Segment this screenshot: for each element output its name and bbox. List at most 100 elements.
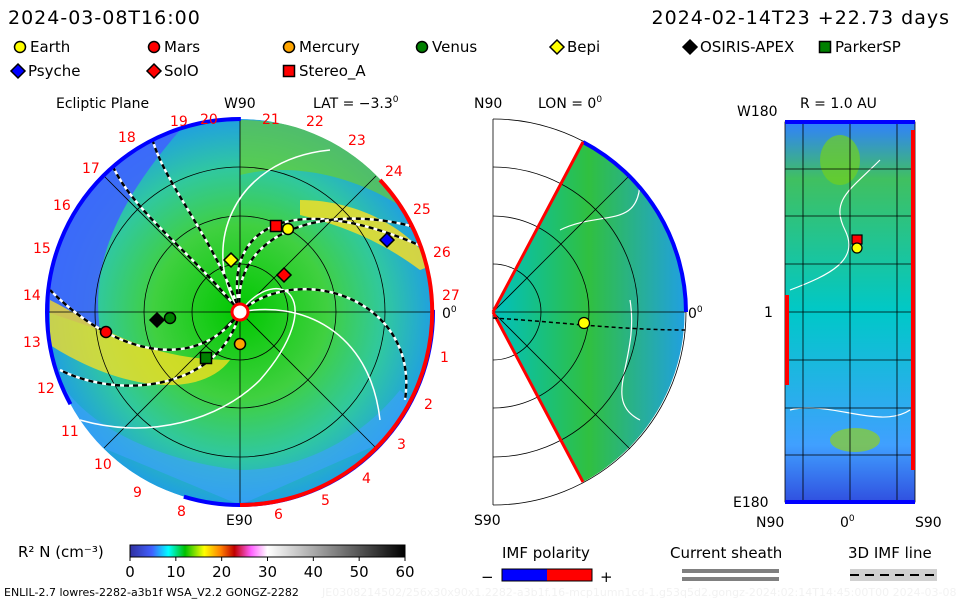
day-labels: 19 20 21 2223242526271234568910111213141516… xyxy=(23,112,460,523)
day-label: 12 xyxy=(37,381,55,397)
legend-item-bepi: Bepi xyxy=(548,38,600,56)
bepi-diamond-icon xyxy=(548,38,566,56)
ecliptic-w90-label: W90 xyxy=(224,96,256,112)
ecliptic-mercury-marker xyxy=(233,337,247,351)
legend-label: OSIRIS-APEX xyxy=(700,38,794,56)
sphere-n90-label: N90 xyxy=(756,515,784,531)
osiris-apex-diamond-icon xyxy=(681,38,699,56)
day-label: 4 xyxy=(362,471,371,487)
mercury-circle-icon xyxy=(282,40,296,54)
legend-label: Venus xyxy=(432,38,477,56)
legend-label: Stereo_A xyxy=(299,62,366,81)
legend-item-mercury: Mercury xyxy=(282,38,360,56)
day-label: 15 xyxy=(33,241,51,257)
sphere-0-label: 00 xyxy=(840,514,855,531)
legend-item-osiris-apex: OSIRIS-APEX xyxy=(681,38,794,56)
ecliptic-0-label: 00 xyxy=(442,305,457,322)
imf-line-title: 3D IMF line xyxy=(848,544,932,562)
legend-label: Psyche xyxy=(28,62,80,80)
day-label: 3 xyxy=(397,437,406,453)
ecliptic-bodies xyxy=(99,219,396,365)
day-label: 22 xyxy=(306,114,324,130)
ecliptic-plane-panel: Ecliptic Plane W90 LAT = −3.30 xyxy=(23,95,460,529)
day-label: 24 xyxy=(385,164,403,180)
day-label: 8 xyxy=(177,504,186,520)
sun-inner-boundary xyxy=(230,302,250,322)
sphere-earth-marker xyxy=(851,242,863,254)
day-label: 17 xyxy=(82,161,100,177)
legend-item-psyche: Psyche xyxy=(9,62,80,80)
meridional-lon-label: LON = 00 xyxy=(538,95,602,112)
ecliptic-parkersp-marker xyxy=(199,351,213,365)
ecliptic-bepi-marker xyxy=(222,251,240,269)
ecliptic-e90-label: E90 xyxy=(226,513,253,529)
colorbar-tick-label: 30 xyxy=(258,563,277,581)
day-label: 10 xyxy=(94,457,112,473)
ecliptic-title: Ecliptic Plane xyxy=(56,96,149,112)
psyche-diamond-icon xyxy=(9,62,27,80)
day-label: 20 xyxy=(200,112,218,128)
ecliptic-solo-marker xyxy=(275,266,293,284)
day-label: 6 xyxy=(274,507,283,523)
parkersp-square-icon xyxy=(818,40,832,54)
sphere-w180-label: W180 xyxy=(737,104,778,120)
current-sheath-key: Current sheath xyxy=(670,544,782,581)
colorbar-tick-label: 0 xyxy=(125,563,135,581)
day-label: 16 xyxy=(53,198,71,214)
imf-minus-label: − xyxy=(481,568,494,586)
day-label: 9 xyxy=(133,485,142,501)
legend-item-solo: SolO xyxy=(145,62,199,80)
meridional-0-label: 00 xyxy=(688,305,703,322)
legend-label: Mercury xyxy=(299,38,360,56)
run-info: ENLIL-2.7 lowres-2282-a3b1f WSA_V2.2 GON… xyxy=(4,586,299,599)
day-label: 14 xyxy=(23,288,41,304)
sphere-1-label: 1 xyxy=(764,305,773,321)
ecliptic-lat-label: LAT = −3.30 xyxy=(313,95,399,112)
meridional-earth-marker xyxy=(577,316,591,330)
legend-label: ParkerSP xyxy=(835,38,901,56)
legend-item-earth: Earth xyxy=(13,38,70,56)
ecliptic-earth-marker xyxy=(281,222,295,236)
stereo_a-square-icon xyxy=(282,64,296,78)
legend-label: Mars xyxy=(164,38,200,56)
imf-line-key: 3D IMF line xyxy=(848,544,937,581)
solo-diamond-icon xyxy=(145,62,163,80)
ecliptic-osiris-apex-marker xyxy=(148,311,166,329)
imf-polarity-title: IMF polarity xyxy=(502,544,590,562)
legend-item-mars: Mars xyxy=(147,38,200,56)
meridional-panel: N90 LON = 00 S90 00 xyxy=(474,95,703,529)
colorbar-label: R² N (cm⁻³) xyxy=(18,543,104,561)
density-colorbar: R² N (cm⁻³) 0 10 20 30 40 50 60 xyxy=(18,543,415,581)
sphere-panel: R = 1.0 AU W180 1 E180 N90 00 S90 xyxy=(733,96,942,531)
imf-plus-label: + xyxy=(600,568,613,586)
ecliptic-mars-marker xyxy=(99,325,113,339)
sphere-s90-label: S90 xyxy=(915,515,942,531)
day-label: 27 xyxy=(442,288,460,304)
legend-label: Bepi xyxy=(567,38,600,56)
legend-item-venus: Venus xyxy=(415,38,477,56)
day-label: 2 xyxy=(424,397,433,413)
mars-circle-icon xyxy=(147,40,161,54)
legend-label: SolO xyxy=(164,62,199,80)
day-label: 19 xyxy=(170,114,188,130)
legend-label: Earth xyxy=(30,38,70,56)
day-label: 11 xyxy=(61,424,79,440)
day-label: 5 xyxy=(321,493,330,509)
imf-polarity-key: IMF polarity − + xyxy=(481,544,613,586)
legend-item-stereo_a: Stereo_A xyxy=(282,62,366,81)
meridional-s90-label: S90 xyxy=(474,513,501,529)
meridional-n90-label: N90 xyxy=(474,96,502,112)
legend-item-parkersp: ParkerSP xyxy=(818,38,901,56)
sphere-e180-label: E180 xyxy=(733,495,769,511)
ecliptic-stereo_a-marker xyxy=(269,219,283,233)
day-label: 23 xyxy=(348,133,366,149)
legend: Earth Mars Mercury Venus Bepi OSIRIS-APEX Park… xyxy=(9,38,901,81)
run-id-faint: JE0308214502/256x30x90x1.2282-a3b1f.16-m… xyxy=(321,586,957,599)
current-sheath-title: Current sheath xyxy=(670,544,782,562)
day-label: 26 xyxy=(433,245,451,261)
day-label: 1 xyxy=(440,350,449,366)
colorbar-tick-label: 20 xyxy=(212,563,231,581)
ecliptic-venus-marker xyxy=(163,311,177,325)
